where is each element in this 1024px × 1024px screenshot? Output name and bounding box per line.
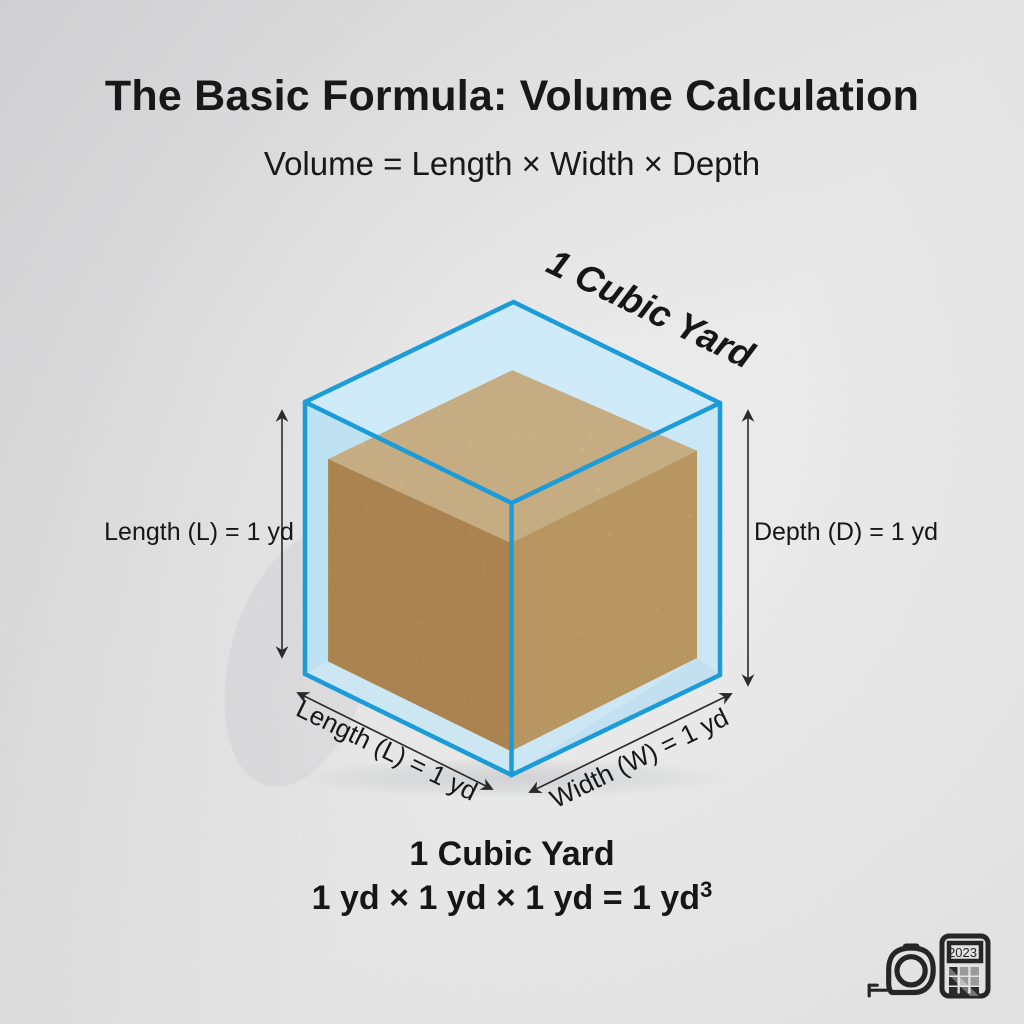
svg-text:2023: 2023 — [948, 945, 977, 960]
svg-text:1 Cubic Yard: 1 Cubic Yard — [409, 835, 614, 873]
svg-text:Depth (D) = 1 yd: Depth (D) = 1 yd — [754, 518, 938, 546]
svg-text:1 yd × 1 yd × 1 yd = 1 yd3: 1 yd × 1 yd × 1 yd = 1 yd3 — [312, 877, 713, 917]
svg-text:Length (L) = 1 yd: Length (L) = 1 yd — [104, 518, 294, 546]
